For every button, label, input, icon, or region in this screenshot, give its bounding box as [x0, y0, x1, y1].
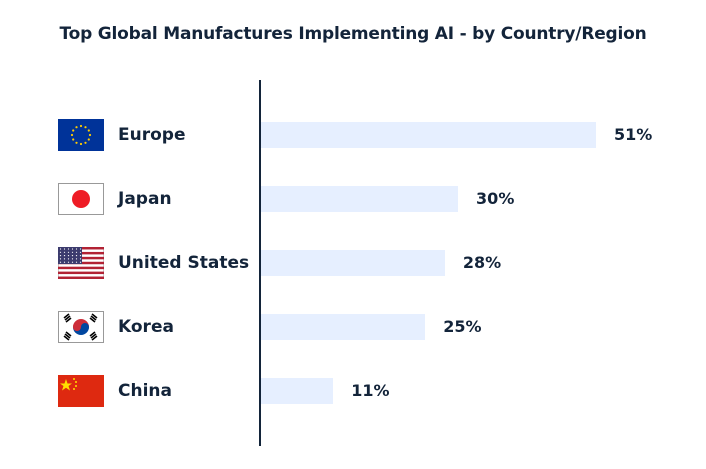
bar [261, 186, 459, 212]
bar-row: Japan 30% [0, 179, 706, 219]
value-label: 51% [614, 125, 653, 144]
value-label: 30% [476, 189, 515, 208]
bar-row: China 11% [0, 371, 706, 411]
category-label: Europe [118, 125, 186, 145]
japan-flag-icon [58, 183, 104, 215]
y-axis-line [259, 80, 261, 446]
us-flag-icon [58, 247, 104, 279]
value-label: 28% [462, 253, 502, 272]
china-flag-icon [58, 375, 104, 407]
eu-flag-icon [58, 119, 104, 151]
value-label: 11% [351, 381, 390, 400]
bar-row: United States 28% [0, 243, 706, 283]
value-label: 25% [443, 317, 482, 336]
bar [261, 122, 596, 148]
category-label: Japan [118, 189, 172, 209]
bar-row: Europe 51% [0, 115, 706, 155]
category-label: United States [118, 253, 250, 273]
bar-row: Korea 25% [0, 307, 706, 347]
bar [261, 250, 445, 276]
category-label: Korea [118, 317, 174, 337]
bar [261, 378, 334, 404]
category-label: China [118, 381, 172, 401]
chart-title: Top Global Manufactures Implementing AI … [59, 24, 647, 44]
bar [261, 314, 426, 340]
korea-flag-icon [58, 311, 104, 343]
